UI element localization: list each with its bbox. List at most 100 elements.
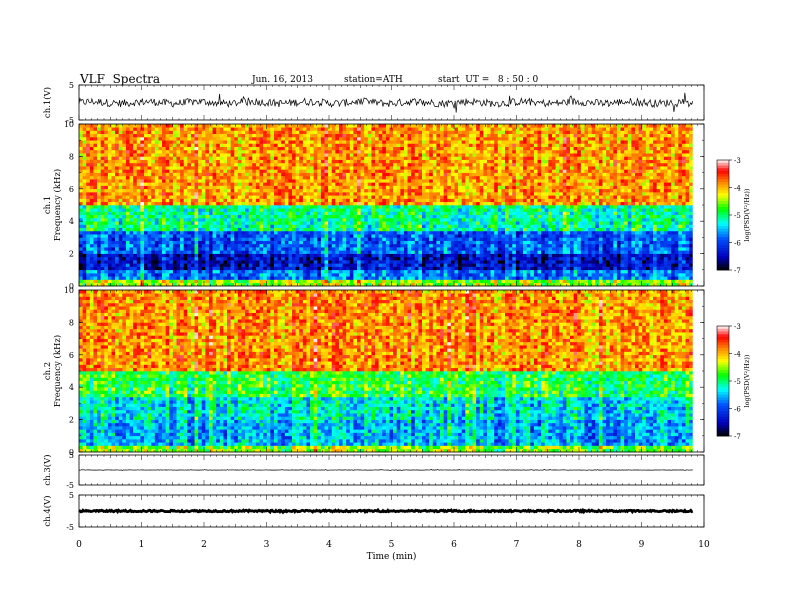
spectrogram-cell <box>577 266 582 271</box>
spectrogram-cell <box>497 253 502 258</box>
spectrogram-cell <box>162 243 166 248</box>
spectrogram-cell <box>609 260 614 264</box>
spectrogram-cell <box>512 237 517 241</box>
spectrogram-cell <box>111 234 116 238</box>
spectrogram-cell <box>421 214 426 219</box>
spectrogram-cell <box>111 192 116 196</box>
spectrogram-cell <box>375 201 379 206</box>
spectrogram-cell <box>176 205 181 209</box>
spectrogram-cell <box>107 282 112 287</box>
spectrogram-cell <box>450 250 455 254</box>
spectrogram-cell <box>450 273 455 277</box>
spectrogram-cell <box>674 279 679 284</box>
spectrogram-cell <box>346 279 351 284</box>
spectrogram-cell <box>86 260 91 264</box>
spectrogram-cell <box>573 234 578 238</box>
spectrogram-cell <box>566 266 571 271</box>
spectrogram-cell <box>295 221 300 225</box>
spectrogram-cell <box>490 217 495 222</box>
spectrogram-cell <box>263 211 268 216</box>
spectrogram-cell <box>313 256 318 261</box>
spectrogram-cell <box>497 208 502 212</box>
spectrogram-cell <box>598 263 603 267</box>
spectrogram-cell <box>295 217 300 222</box>
spectrogram-cell <box>566 243 571 248</box>
spectrogram-cell <box>281 273 286 277</box>
spectrogram-cell <box>389 201 394 206</box>
spectrogram-cell <box>584 243 589 248</box>
spectrogram-cell <box>241 279 246 284</box>
spectrogram-cell <box>400 201 405 206</box>
spectrogram-cell <box>555 279 560 284</box>
spectrogram-cell <box>284 253 289 258</box>
spectrogram-cell <box>447 201 452 206</box>
spectrogram-cell <box>577 253 582 258</box>
spectrogram-cell <box>613 221 618 225</box>
spectrogram-cell <box>418 224 423 228</box>
spectrogram-cell <box>526 279 531 284</box>
spectrogram-cell <box>497 273 502 277</box>
spectrogram-cell <box>147 217 152 222</box>
spectrogram-cell <box>660 217 665 222</box>
spectrogram-cell <box>317 256 322 261</box>
spectrogram-cell <box>382 266 387 271</box>
spectrogram-cell <box>219 217 224 222</box>
spectrogram-cell <box>656 240 661 245</box>
spectrogram-cell <box>310 266 314 271</box>
spectrogram-cell <box>227 247 231 251</box>
spectrogram-cell <box>667 237 672 241</box>
spectrogram-cell <box>79 273 83 277</box>
spectrogram-cell <box>292 208 296 212</box>
spectrogram-cell <box>281 279 286 284</box>
spectrogram-cell <box>378 237 383 241</box>
spectrogram-cell <box>476 221 481 225</box>
spectrogram-cell <box>306 221 311 225</box>
spectrogram-cell <box>107 195 112 199</box>
spectrogram-cell <box>234 230 239 235</box>
spectrogram-cell <box>533 279 538 284</box>
spectrogram-cell <box>216 205 221 209</box>
spectrogram-cell <box>389 214 394 219</box>
spectrogram-cell <box>403 260 408 264</box>
spectrogram-cell <box>122 211 127 216</box>
spectrogram-cell <box>281 266 286 271</box>
spectrogram-cell <box>436 260 441 264</box>
spectrogram-cell <box>125 256 130 261</box>
spectrogram-cell <box>537 227 542 232</box>
spectrogram-cell <box>414 276 419 280</box>
spectrogram-cell <box>89 240 94 245</box>
spectrogram-cell <box>671 217 675 222</box>
spectrogram-cell <box>382 211 387 216</box>
spectrogram-cell <box>180 227 184 232</box>
spectrogram-cell <box>530 201 535 206</box>
spectrogram-cell <box>169 205 174 209</box>
spectrogram-cell <box>421 247 426 251</box>
spectrogram-cell <box>82 208 87 212</box>
spectrogram-cell <box>335 243 340 248</box>
spectrogram-cell <box>523 234 527 238</box>
spectrogram-cell <box>187 237 192 241</box>
spectrogram-cell <box>281 243 286 248</box>
spectrogram-cell <box>443 221 448 225</box>
spectrogram-cell <box>118 276 123 280</box>
spectrogram-cell <box>284 221 289 225</box>
spectrogram-cell <box>458 237 462 241</box>
spectrogram-cell <box>443 214 448 219</box>
spectrogram-cell <box>176 273 181 277</box>
spectrogram-cell <box>136 205 141 209</box>
spectrogram-cell <box>385 266 390 271</box>
spectrogram-cell <box>252 279 257 284</box>
spectrogram-cell <box>681 269 686 274</box>
spectrogram-cell <box>555 208 560 212</box>
spectrogram-cell <box>609 240 614 245</box>
spectrogram-cell <box>497 205 502 209</box>
spectrogram-cell <box>476 198 481 203</box>
spectrogram-cell <box>468 208 473 212</box>
spectrogram-cell <box>385 276 390 280</box>
spectrogram-cell <box>281 240 286 245</box>
spectrogram-cell <box>602 243 607 248</box>
spectrogram-cell <box>634 195 639 199</box>
spectrogram-cell <box>440 211 444 216</box>
spectrogram-cell <box>548 263 553 267</box>
spectrogram-cell <box>158 263 163 267</box>
